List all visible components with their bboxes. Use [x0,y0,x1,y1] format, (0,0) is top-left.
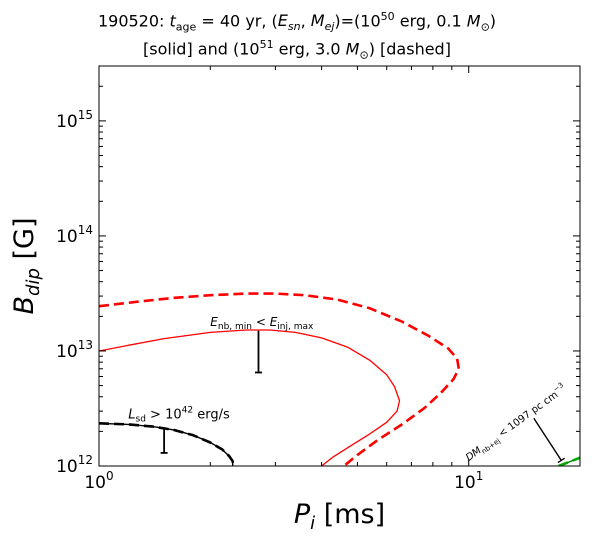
y-tick-label: 1013 [56,338,93,362]
series-enb-solid [99,329,401,466]
plot-frame [98,65,581,467]
x-axis-label: Pi [ms] [294,499,385,534]
y-tick-label: 1015 [56,108,93,132]
dm-arrow [533,417,566,464]
chart-title-line-1: 190520: tage = 40 yr, (Esn, Mej)=(1050 e… [97,10,497,34]
series-enb-dashed [99,292,461,466]
Lsd-annotation: Lsd > 1042 erg/s [128,405,230,424]
chart-title-line-2: [solid] and (1051 erg, 3.0 M⊙) [dashed] [143,38,451,62]
DM-annotation: DMnb+ej < 1097 pc cm−3 [462,381,570,465]
Enb-annotation: Enb, min < Einj, max [210,315,314,332]
y-axis-label: Bdip [G] [9,218,44,315]
y-tick-label: 1014 [56,223,93,247]
series-dm-dashed [558,456,580,466]
x-tick-label: 101 [454,469,483,493]
y-tick-label: 1012 [56,453,93,477]
lsd-arrow [160,428,168,454]
series-lsd-dashed [99,422,234,466]
enb-arrow [254,330,262,374]
x-tick-label: 100 [84,469,113,493]
